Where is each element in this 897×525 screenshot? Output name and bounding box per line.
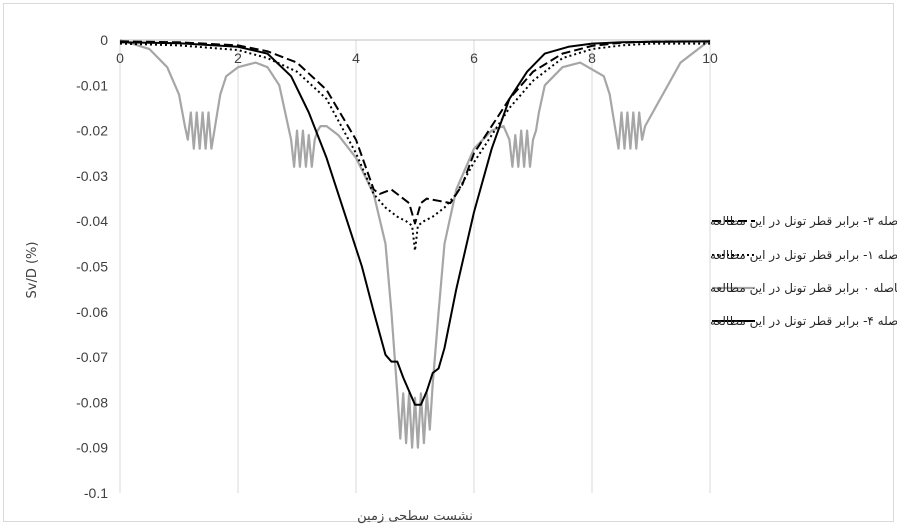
x-axis-ticks: 0 2 4 6 8 10 <box>116 50 718 66</box>
y-tick-label: -0.01 <box>76 77 108 93</box>
series-line-1 <box>119 42 710 252</box>
y-tick-label: -0.07 <box>76 349 108 365</box>
x-tick-label: 0 <box>116 50 124 66</box>
legend-label: فاصله ۰ برابر قطر تونل در این مطالعه <box>710 281 897 296</box>
chart-area <box>3 3 894 522</box>
x-tick-label: 2 <box>234 50 242 66</box>
y-tick-label: -0.08 <box>76 394 108 410</box>
series-line-0 <box>119 40 711 225</box>
x-tick-label: 10 <box>702 50 718 66</box>
legend-label: فاصله ۴- برابر قطر تونل در این مطالعه <box>710 314 897 329</box>
x-tick-label: 6 <box>470 50 478 66</box>
y-tick-label: 0 <box>100 32 108 48</box>
x-axis-title: نشست سطحی زمین <box>357 509 473 524</box>
legend-label: فاصله ۱- برابر قطر تونل در این مطالعه <box>710 248 897 263</box>
y-tick-label: -0.03 <box>76 168 108 184</box>
y-tick-label: -0.04 <box>76 213 108 229</box>
series-line-3 <box>119 40 711 406</box>
legend-label: فاصله ۳- برابر قطر تونل در این مطالعه <box>710 214 897 229</box>
y-axis-ticks: 0 -0.01 -0.02 -0.03 -0.04 -0.05 -0.06 -0.07 -0.0… <box>76 32 108 501</box>
y-tick-label: -0.05 <box>76 259 108 275</box>
legend: فاصله ۳- برابر قطر تونل در این مطالعه فاص… <box>710 214 897 329</box>
y-tick-label: -0.1 <box>84 485 108 501</box>
series-line-2 <box>119 38 711 449</box>
y-tick-label: -0.02 <box>76 123 108 139</box>
y-tick-label: -0.06 <box>76 304 108 320</box>
x-tick-label: 4 <box>352 50 360 66</box>
y-tick-label: -0.09 <box>76 440 108 456</box>
x-tick-label: 8 <box>588 50 596 66</box>
series-lines <box>119 38 711 449</box>
gridlines <box>119 40 711 493</box>
y-axis-title: Sv/D (%) <box>25 242 40 299</box>
